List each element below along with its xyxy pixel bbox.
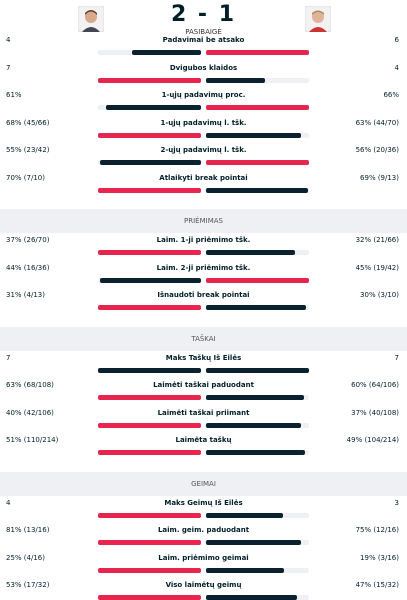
left-value: 51% (110/214)	[6, 436, 59, 444]
stat-label: Išnaudoti break pointai	[157, 291, 250, 299]
left-bar	[99, 160, 201, 165]
stat-label: Padavimai be atsako	[162, 36, 245, 44]
right-bar	[206, 132, 302, 138]
right-value: 56% (20/36)	[355, 146, 399, 154]
stat-label: 1-ųjų padavimų l. tšk.	[160, 118, 247, 127]
right-bar	[206, 77, 265, 83]
left-bar	[98, 512, 201, 518]
right-bar	[206, 160, 309, 165]
left-value: 37% (26/70)	[6, 236, 50, 244]
stat-label: 2-ųjų padavimų l. tšk.	[160, 146, 247, 154]
stat-label: Laim. 1-ji priėmimo tšk.	[156, 236, 251, 244]
left-bar	[98, 187, 201, 193]
left-value: 25% (4/16)	[6, 553, 45, 562]
left-value: 81% (13/16)	[6, 526, 50, 534]
stat-label: Atlaikyti break pointai	[159, 173, 248, 182]
section-header: TAŠKAI	[0, 326, 407, 351]
left-bar	[98, 77, 201, 83]
stat-label: Laim. geim. paduodant	[157, 526, 250, 534]
left-value: 4	[6, 36, 11, 44]
left-bar	[98, 367, 201, 373]
right-value: 7	[394, 353, 399, 362]
left-bar	[98, 595, 201, 600]
score: 2 - 1	[170, 2, 237, 27]
stat-label: 1-ųjų padavimų proc.	[161, 91, 246, 99]
right-value: 19% (3/16)	[360, 553, 399, 562]
right-bar	[206, 187, 308, 193]
left-bar	[100, 277, 201, 283]
left-value: 31% (4/13)	[6, 291, 45, 299]
right-bar	[206, 395, 305, 400]
left-value: 68% (45/66)	[6, 118, 50, 127]
left-bar	[105, 105, 201, 110]
left-bar	[132, 50, 201, 55]
right-bar	[206, 540, 302, 545]
left-bar	[98, 450, 201, 455]
home-avatar	[78, 6, 104, 32]
right-value: 4	[394, 63, 399, 72]
left-bar	[98, 567, 201, 573]
stat-label: Laimėti taškai priimant	[157, 408, 250, 417]
stat-label: Laimėta taškų	[175, 436, 232, 444]
right-bar	[206, 595, 298, 600]
left-bar	[98, 305, 201, 310]
right-bar	[206, 422, 302, 428]
right-value: 32% (21/66)	[355, 236, 399, 244]
stat-label: Laimėti taškai paduodant	[153, 381, 254, 389]
left-bar	[98, 540, 201, 545]
left-value: 7	[6, 63, 11, 72]
left-bar	[98, 395, 201, 400]
stat-label: Dvigubos klaidos	[169, 63, 238, 72]
left-value: 4	[6, 498, 11, 507]
right-bar	[206, 367, 309, 373]
left-value: 61%	[6, 91, 22, 99]
left-bar	[98, 422, 201, 428]
match-status: PASIBAIGĖ	[185, 28, 222, 36]
stat-label: Laim. 2-ji priėmimo tšk.	[156, 263, 251, 272]
stat-label: Maks Taškų Iš Eilės	[165, 353, 242, 362]
left-value: 70% (7/10)	[6, 173, 45, 182]
section-header: PRIĖMIMAS	[0, 209, 407, 233]
right-value: 69% (9/13)	[360, 173, 399, 182]
right-value: 66%	[383, 91, 399, 99]
right-value: 37% (40/108)	[351, 408, 399, 417]
right-value: 63% (44/70)	[355, 118, 399, 127]
left-bar	[98, 132, 201, 138]
right-bar	[206, 450, 305, 455]
right-value: 6	[394, 36, 399, 44]
right-value: 30% (3/10)	[360, 291, 399, 299]
right-bar	[206, 105, 309, 110]
right-bar	[206, 50, 309, 55]
right-value: 60% (64/106)	[351, 381, 399, 389]
right-bar	[206, 567, 285, 573]
right-bar	[206, 512, 284, 518]
section-header: GEIMAI	[0, 471, 407, 496]
right-bar	[206, 277, 309, 283]
right-bar	[206, 305, 306, 310]
right-value: 49% (104/214)	[346, 436, 399, 444]
away-avatar	[305, 6, 331, 32]
left-value: 44% (16/36)	[6, 263, 50, 272]
left-value: 63% (68/108)	[6, 381, 54, 389]
stat-label: Laim. priėmimo geimai	[158, 553, 249, 562]
left-value: 7	[6, 353, 11, 362]
stat-label: Viso laimėtų geimų	[165, 581, 242, 589]
stat-label: Maks Geimų Iš Eilės	[164, 498, 243, 507]
right-value: 45% (19/42)	[355, 263, 399, 272]
right-bar	[206, 250, 296, 255]
left-bar	[98, 250, 201, 255]
left-value: 53% (17/32)	[6, 581, 50, 589]
right-value: 47% (15/32)	[355, 581, 399, 589]
left-value: 40% (42/106)	[6, 408, 54, 417]
right-value: 75% (12/16)	[355, 526, 399, 534]
left-value: 55% (23/42)	[6, 146, 50, 154]
right-value: 3	[394, 498, 399, 507]
